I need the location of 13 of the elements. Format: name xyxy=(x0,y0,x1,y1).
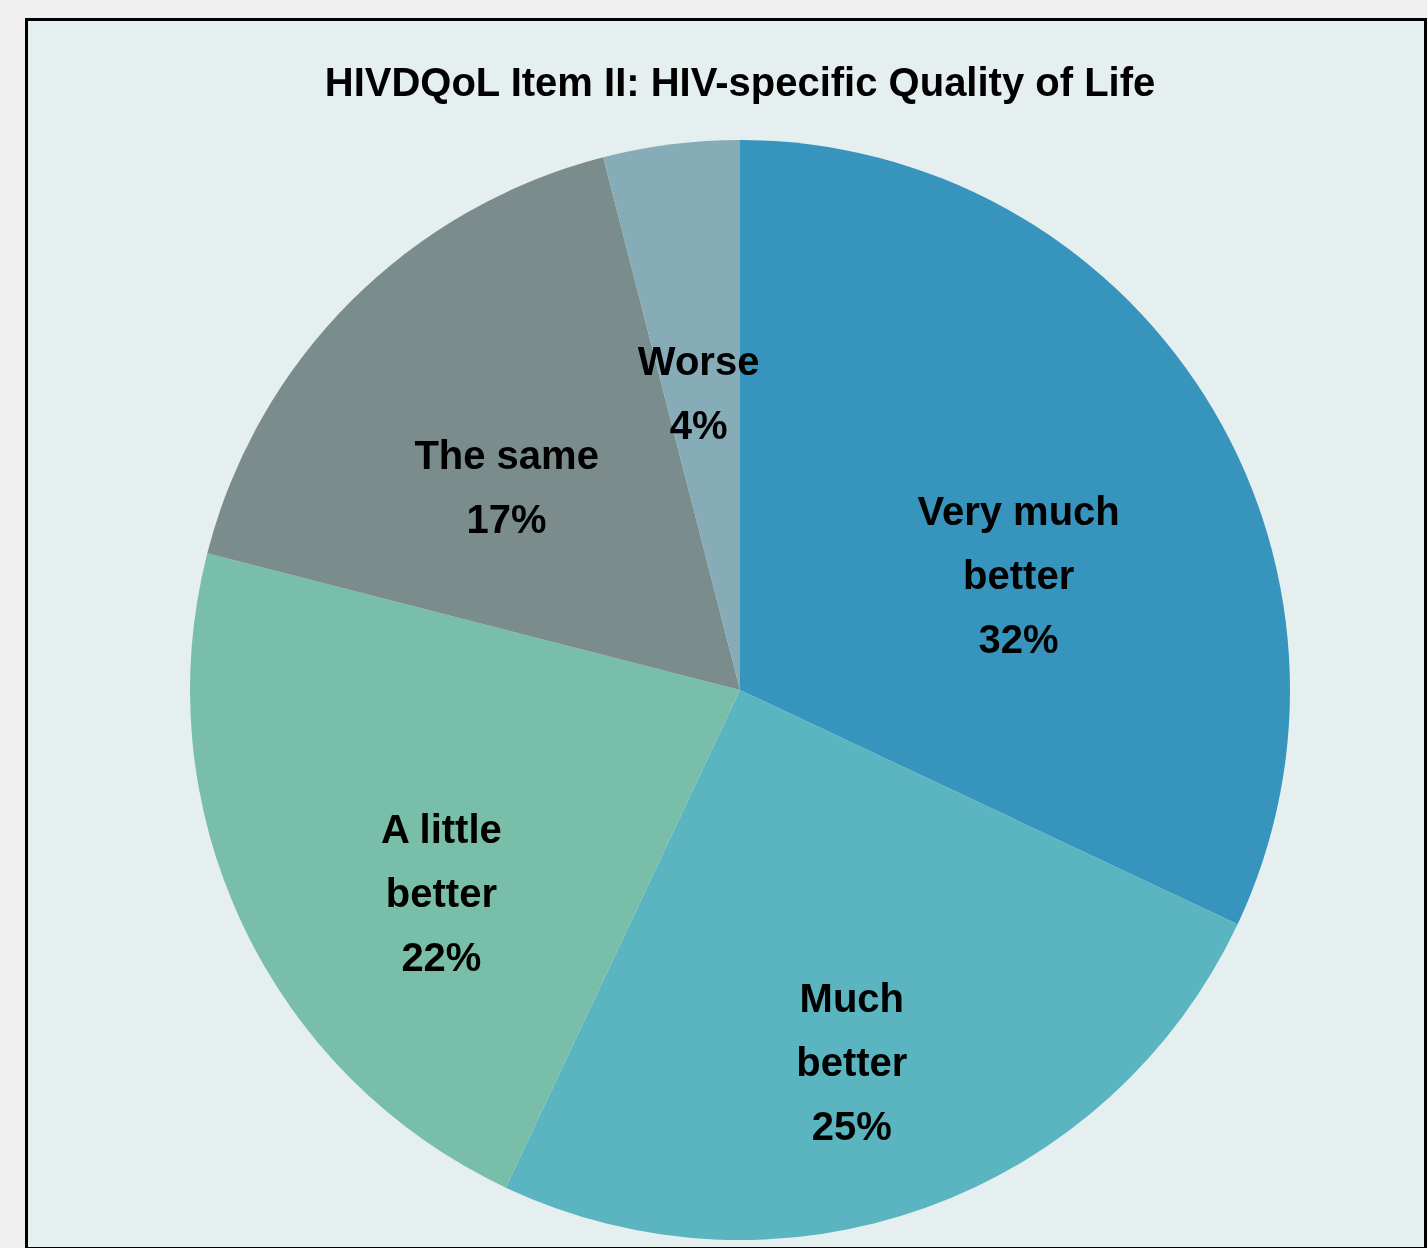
slice-label: A little better xyxy=(381,806,502,915)
slice-label: The same xyxy=(414,432,599,477)
data-label: 22% xyxy=(401,934,482,979)
data-label: 17% xyxy=(466,496,547,541)
pie-slice xyxy=(505,690,1238,1240)
pie-slice xyxy=(190,553,740,1188)
data-label: 32% xyxy=(978,617,1059,662)
data-label: 4% xyxy=(669,402,728,447)
chart-title: HIVDQoL Item II: HIV-specific Quality of Life xyxy=(324,60,1156,104)
data-label: 25% xyxy=(811,1104,892,1149)
slice-label: Much better xyxy=(796,976,908,1085)
slice-label: Very much better xyxy=(917,489,1120,598)
slice-label: Worse xyxy=(637,338,760,383)
